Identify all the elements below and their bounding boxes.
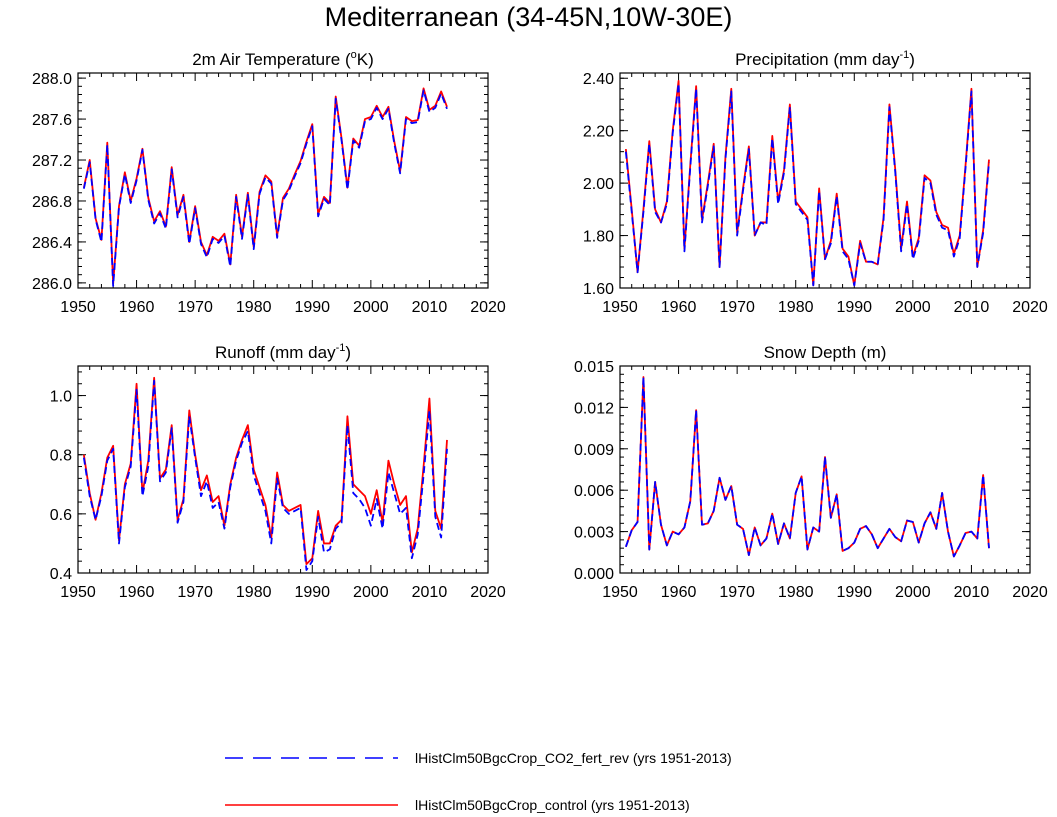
- legend-label-control: lHistClm50BgcCrop_control (yrs 1951-2013…: [415, 797, 690, 813]
- x-tick-label: 1950: [60, 299, 96, 316]
- series-line-co2-fert-rev: [625, 376, 990, 558]
- legend-label-co2-fert-rev: lHistClm50BgcCrop_CO2_fert_rev (yrs 1951…: [415, 750, 732, 766]
- y-tick-label: 1.0: [50, 389, 72, 406]
- main-title: Mediterranean (34-45N,10W-30E): [324, 2, 733, 32]
- y-tick-label: 0.003: [574, 525, 614, 542]
- x-tick-label: 1990: [836, 299, 872, 316]
- chart-title-text: Precipitation (mm day: [735, 50, 900, 69]
- x-tick-label: 1990: [294, 584, 330, 601]
- chart-title-suffix: ): [909, 50, 915, 69]
- y-tick-label: 286.4: [32, 235, 72, 252]
- x-tick-label: 1960: [119, 299, 155, 316]
- plot-frame: [77, 72, 489, 289]
- x-tick-label: 1990: [294, 299, 330, 316]
- plot-frame: [619, 72, 1031, 289]
- x-tick-label: 1970: [719, 299, 755, 316]
- y-tick-label: 0.6: [50, 507, 72, 524]
- x-tick-label: 1950: [60, 584, 96, 601]
- chart-title: Precipitation (mm day-1): [735, 49, 915, 69]
- chart-title-text: 2m Air Temperature (: [192, 50, 351, 69]
- y-tick-label: 1.80: [583, 229, 614, 246]
- chart-panel-snow-depth: Snow Depth (m) 1950 1960 1970 1980 1990 2000 20…: [574, 343, 1048, 601]
- y-tick-label: 287.2: [32, 153, 72, 170]
- x-tick-label: 2000: [895, 584, 931, 601]
- x-tick-label: 1980: [778, 299, 814, 316]
- x-tick-label: 1970: [177, 299, 213, 316]
- x-tick-label: 1950: [602, 299, 638, 316]
- chart-title-superscript: -1: [899, 49, 909, 61]
- chart-panel-air-temperature: 2m Air Temperature (oK) 1950 1960 1970 1980 1…: [32, 49, 506, 316]
- y-tick-label: 0.009: [574, 442, 614, 459]
- x-tick-label: 2000: [353, 584, 389, 601]
- x-tick-label: 1950: [602, 584, 638, 601]
- y-tick-label: 287.6: [32, 112, 72, 129]
- y-tick-label: 0.006: [574, 483, 614, 500]
- x-tick-label: 1960: [119, 584, 155, 601]
- chart-title-superscript: -1: [336, 342, 346, 354]
- series-line-co2-fert-rev: [624, 82, 990, 287]
- x-tick-label: 1980: [236, 584, 272, 601]
- x-tick-label: 2020: [470, 584, 506, 601]
- chart-title: Snow Depth (m): [764, 343, 887, 362]
- x-tick-label: 2020: [1012, 299, 1048, 316]
- chart-title-suffix: ): [345, 343, 351, 362]
- x-tick-label: 2010: [412, 299, 448, 316]
- series-line-co2-fert-rev: [82, 89, 448, 287]
- chart-title-suffix: K): [357, 50, 374, 69]
- x-tick-label: 2010: [412, 584, 448, 601]
- series-line-control: [82, 87, 448, 285]
- chart-title: Runoff (mm day-1): [215, 342, 351, 362]
- x-tick-label: 1980: [778, 584, 814, 601]
- x-tick-label: 1990: [836, 584, 872, 601]
- x-tick-label: 2000: [353, 299, 389, 316]
- series-line-co2-fert-rev: [82, 379, 448, 571]
- y-tick-label: 286.8: [32, 194, 72, 211]
- x-tick-label: 1960: [661, 584, 697, 601]
- y-tick-label: 0.015: [574, 359, 614, 376]
- y-tick-label: 288.0: [32, 71, 72, 88]
- y-tick-label: 286.0: [32, 276, 72, 293]
- y-tick-label: 0.012: [574, 400, 614, 417]
- x-tick-label: 1970: [177, 584, 213, 601]
- y-tick-label: 2.00: [583, 176, 614, 193]
- chart-title-text: Snow Depth (m): [764, 343, 887, 362]
- series-line-control: [624, 79, 990, 287]
- x-tick-label: 2000: [895, 299, 931, 316]
- chart-title-superscript: o: [351, 49, 357, 61]
- y-tick-label: 0.4: [50, 566, 72, 583]
- plot-frame: [619, 365, 1031, 574]
- chart-panels: 2m Air Temperature (oK) 1950 1960 1970 1980 1…: [32, 49, 1048, 601]
- x-tick-label: 2010: [954, 299, 990, 316]
- y-tick-label: 2.40: [583, 71, 614, 88]
- chart-title-text: Runoff (mm day: [215, 343, 336, 362]
- y-tick-label: 1.60: [583, 281, 614, 298]
- x-tick-label: 1970: [719, 584, 755, 601]
- y-tick-label: 0.8: [50, 448, 72, 465]
- x-tick-label: 2020: [470, 299, 506, 316]
- chart-panel-precipitation: Precipitation (mm day-1) 1950 1960 1970 1980…: [583, 49, 1048, 316]
- x-tick-label: 1980: [236, 299, 272, 316]
- x-tick-label: 2010: [954, 584, 990, 601]
- legend: lHistClm50BgcCrop_CO2_fert_rev (yrs 1951…: [225, 750, 732, 813]
- plot-frame: [77, 365, 489, 574]
- y-tick-label: 0.000: [574, 566, 614, 583]
- y-tick-label: 2.20: [583, 124, 614, 141]
- chart-panel-runoff: Runoff (mm day-1) 1950 1960 1970 1980 1990 200…: [50, 342, 506, 601]
- series-line-control: [625, 376, 990, 558]
- x-tick-label: 2020: [1012, 584, 1048, 601]
- chart-title: 2m Air Temperature (oK): [192, 49, 374, 69]
- x-tick-label: 1960: [661, 299, 697, 316]
